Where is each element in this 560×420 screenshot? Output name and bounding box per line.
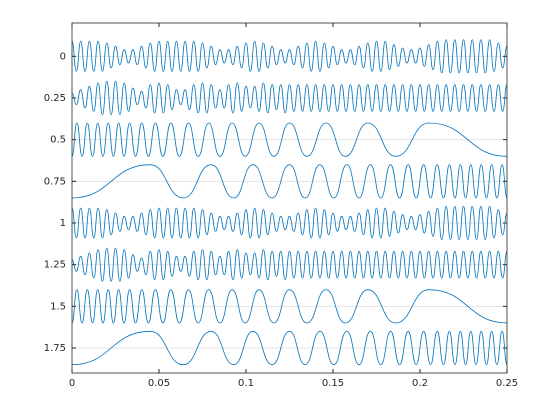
signal-line — [71, 289, 508, 324]
plot-area — [72, 23, 507, 373]
axes-box — [71, 22, 508, 374]
x-tick-label: 0.15 — [322, 378, 344, 389]
y-tick-label: 0.5 — [50, 135, 66, 146]
signal-line — [71, 330, 508, 366]
signal-line — [71, 122, 508, 157]
signal-line — [71, 164, 508, 199]
y-tick-label: 0.75 — [44, 176, 66, 187]
x-tick-label: 0.25 — [496, 378, 518, 389]
y-tick-label: 1 — [60, 218, 66, 229]
y-tick-label: 0.25 — [44, 93, 66, 104]
signal-line — [71, 205, 508, 241]
signal-line — [71, 247, 508, 282]
signal-line — [71, 80, 508, 116]
y-tick-label: 1.25 — [44, 260, 66, 271]
y-tick-label: 1.5 — [50, 301, 66, 312]
x-tick-label: 0 — [69, 378, 75, 389]
x-tick-label: 0.05 — [148, 378, 170, 389]
x-tick-label: 0.2 — [412, 378, 428, 389]
y-tick-label: 0 — [60, 51, 66, 62]
y-tick-label: 1.75 — [44, 343, 66, 354]
x-tick-label: 0.1 — [238, 378, 254, 389]
signal-line — [71, 39, 508, 74]
